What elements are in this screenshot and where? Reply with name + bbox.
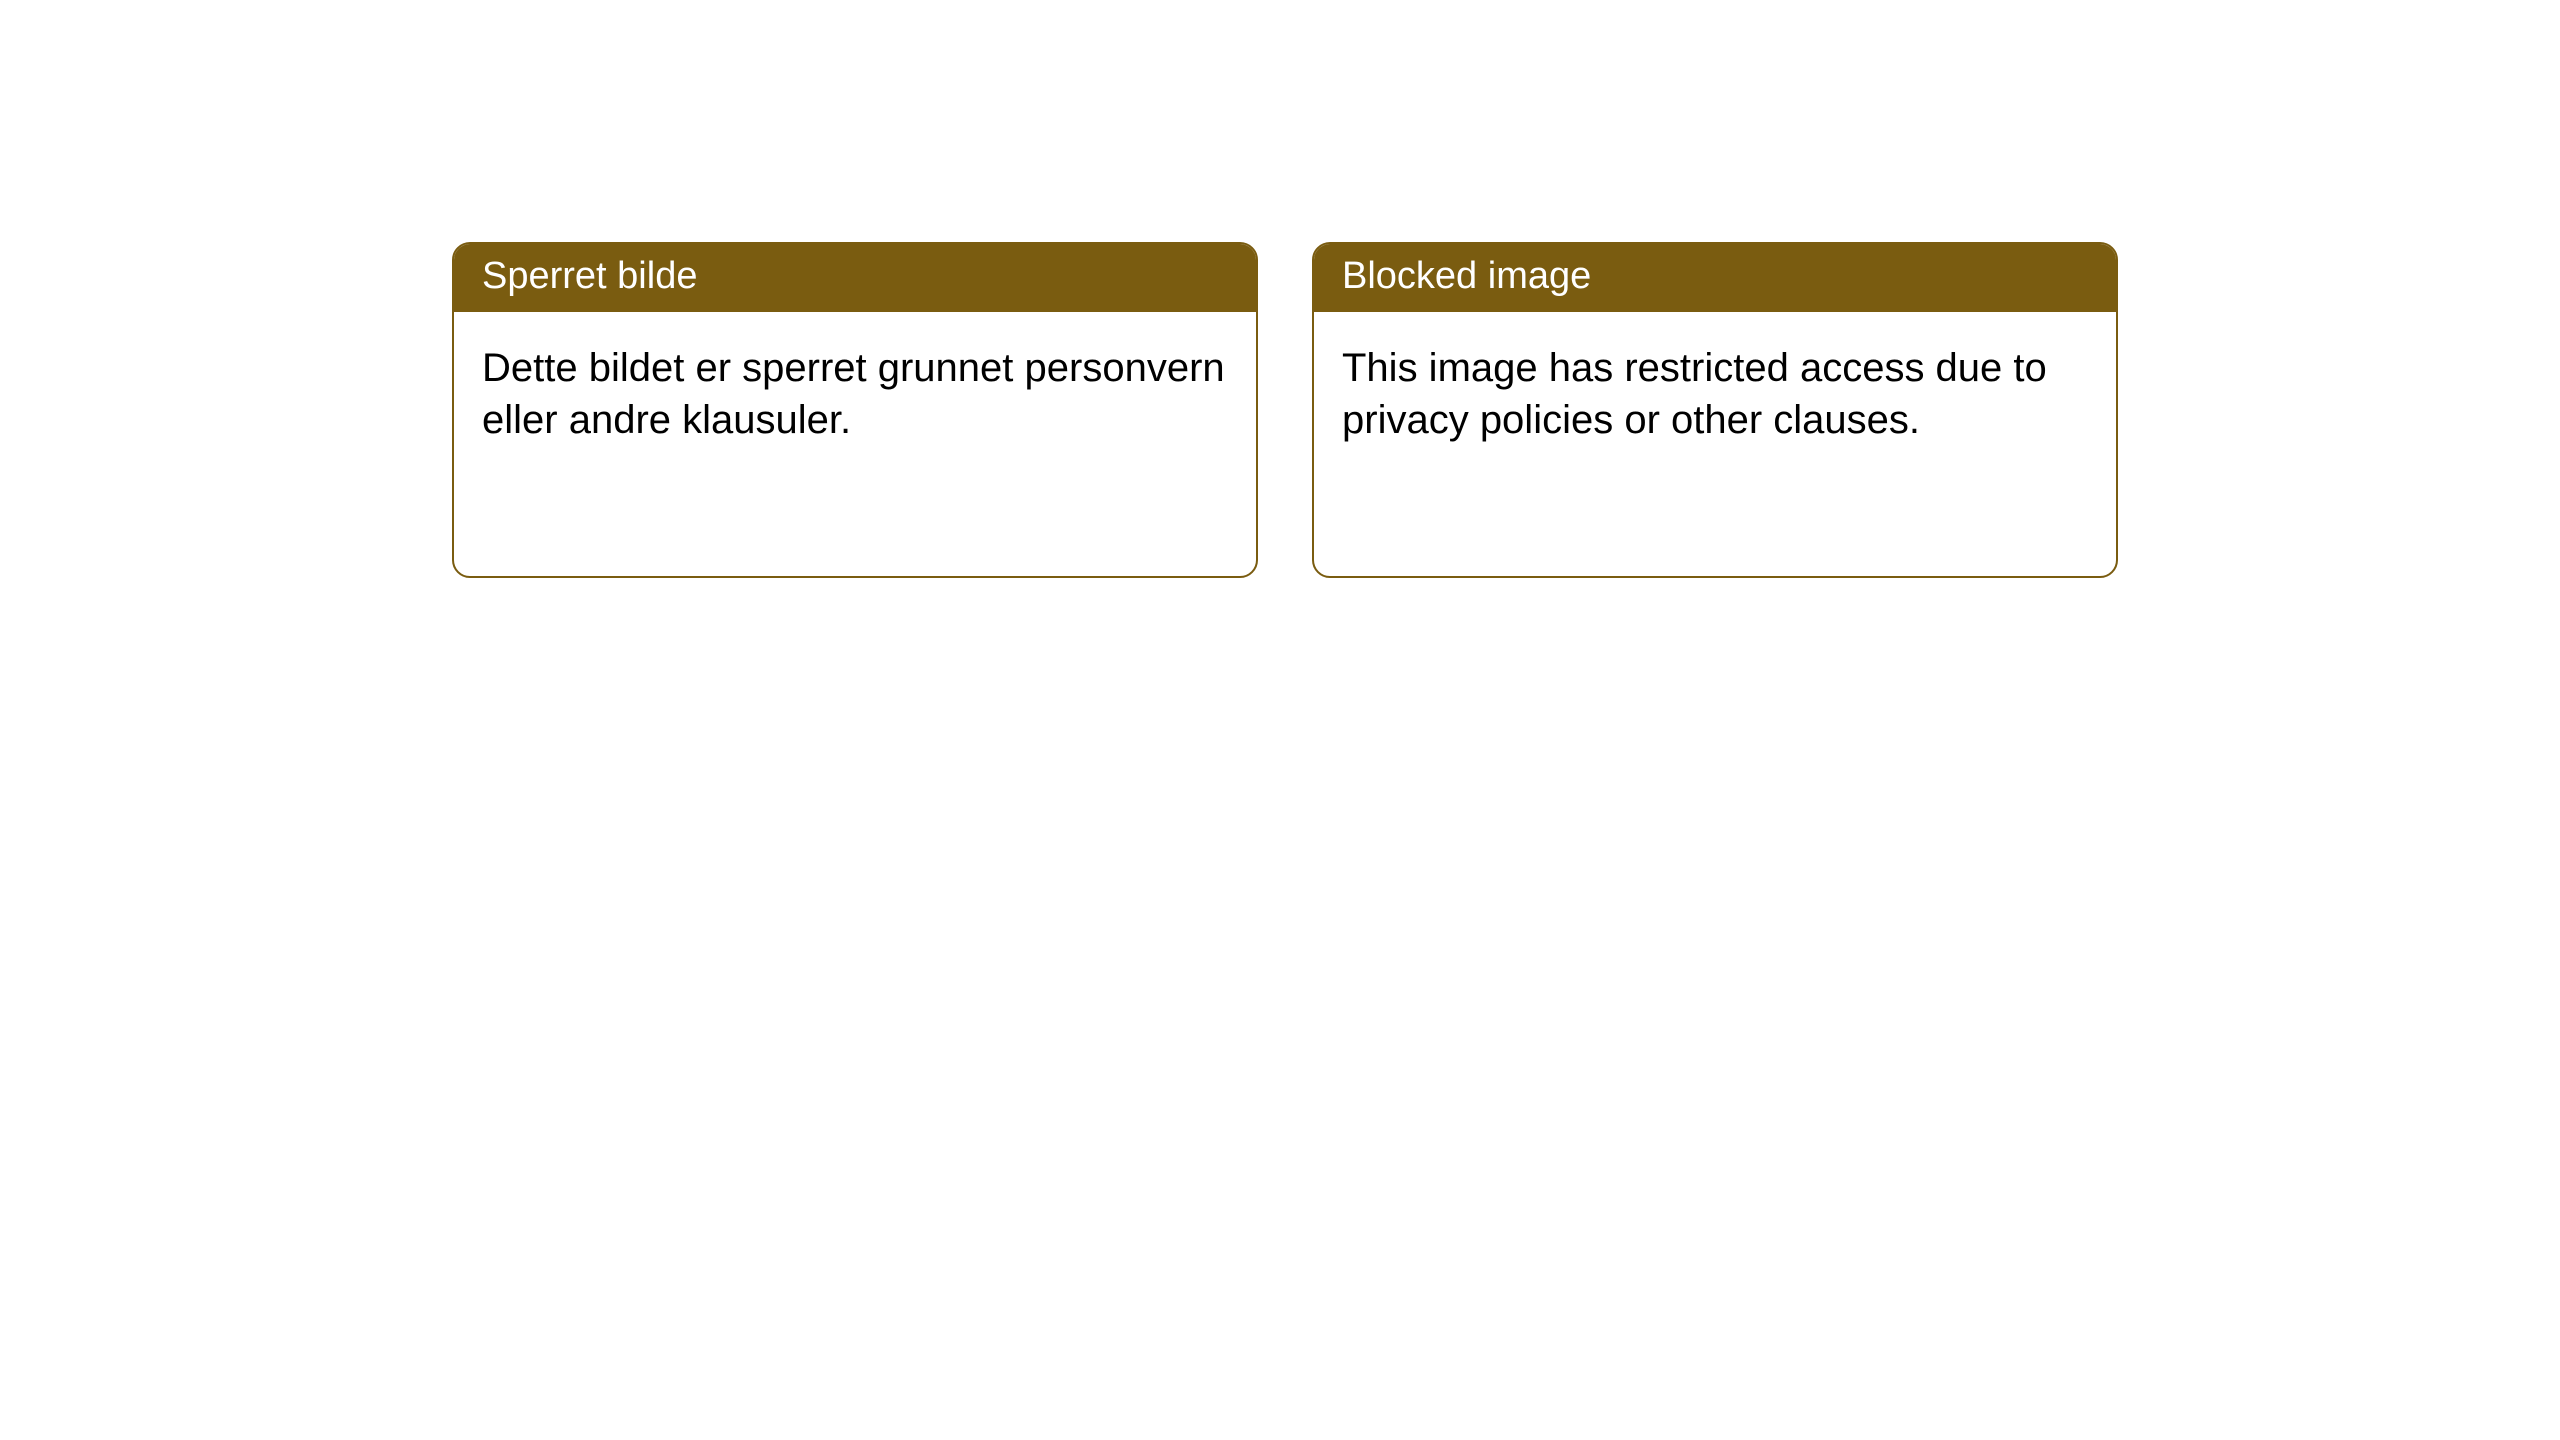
- notice-body-norwegian: Dette bildet er sperret grunnet personve…: [454, 312, 1256, 476]
- notice-header-norwegian: Sperret bilde: [454, 244, 1256, 312]
- notice-box-norwegian: Sperret bilde Dette bildet er sperret gr…: [452, 242, 1258, 578]
- notice-box-english: Blocked image This image has restricted …: [1312, 242, 2118, 578]
- notice-body-english: This image has restricted access due to …: [1314, 312, 2116, 476]
- notice-container: Sperret bilde Dette bildet er sperret gr…: [452, 242, 2118, 578]
- notice-header-english: Blocked image: [1314, 244, 2116, 312]
